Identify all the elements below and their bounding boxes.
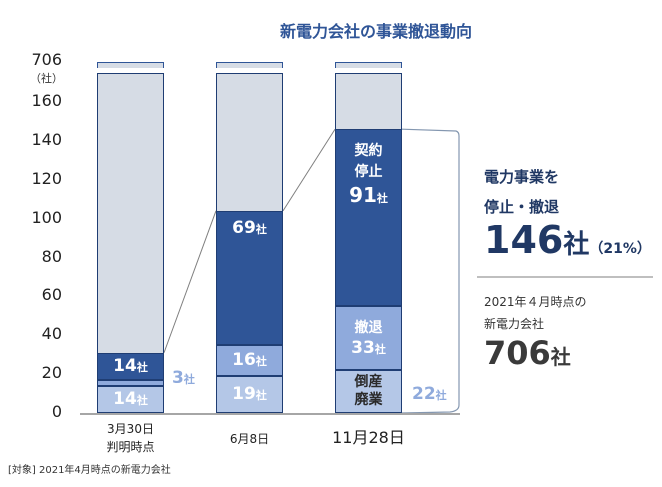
divider [477,276,653,278]
y-tick-label: 20 [41,363,62,383]
summary-heading-2: 停止・撤退 [484,198,560,216]
data-label: 撤退 33社 [351,319,386,359]
x-tick-label: 6月8日 [229,432,270,446]
bar-segment: 契約 停止 91社 [335,129,402,307]
data-label: 16社 [232,349,267,370]
data-label: 14社 [113,388,148,409]
y-tick-label: 80 [41,246,62,266]
segment-name: 倒産 廃業 [354,374,383,408]
x-axis-line [80,413,460,415]
data-label: 19社 [232,383,267,404]
bar-segment: 16社 [216,344,283,377]
summary-count: 146社（21%） [484,218,651,262]
y-tick-label: 160 [31,91,62,110]
bar-segment: 69社 [216,210,283,345]
bar-top-cap [335,62,402,68]
y-tick-label: 140 [31,129,62,149]
summary-sub-1: 2021年４月時点の [484,295,587,309]
bar-segment [97,379,164,386]
y-tick-label: 60 [41,285,62,305]
x-tick-label: 11月28日 [332,428,405,447]
y-tick-label: 40 [41,324,62,344]
y-tick-label: 0 [51,402,62,421]
bar-segment: 14社 [97,385,164,413]
x-tick-label: 3月30日 判明時点 [106,422,155,454]
summary-count-unit: 社 [563,230,590,260]
y-tick-label: 706 [31,50,62,69]
summary-total: 706社 [484,334,571,372]
footnote: [対象] 2021年4月時点の新電力会社 [8,465,171,476]
connector-line [163,210,217,353]
bar-top-cap [97,62,164,68]
bracket [401,128,460,414]
data-label: 69社 [232,217,267,238]
y-axis-unit: （社） [30,72,63,85]
data-label: 3社 [172,367,195,388]
bar-top-cap [216,62,283,68]
data-label: 22社 [412,384,447,404]
y-tick-label: 100 [31,207,62,227]
bar-segment: 14社 [97,352,164,380]
data-label: 契約 停止 91社 [349,143,388,207]
connector-line [282,128,336,212]
bar-segment: 19社 [216,376,283,413]
data-label: 14社 [113,355,148,376]
chart-title: 新電力会社の事業撤退動向 [279,22,472,41]
summary-percent: （21%） [589,241,651,257]
summary-sub-2: 新電力会社 [484,317,545,331]
bar-segment: 倒産 廃業 [335,370,402,413]
summary-heading-1: 電力事業を [484,168,560,186]
summary-total-value: 706 [484,334,551,372]
bar-segment: 撤退 33社 [335,306,402,371]
summary-count-value: 146 [484,218,564,262]
y-tick-label: 120 [31,168,62,188]
summary-total-unit: 社 [550,345,571,369]
